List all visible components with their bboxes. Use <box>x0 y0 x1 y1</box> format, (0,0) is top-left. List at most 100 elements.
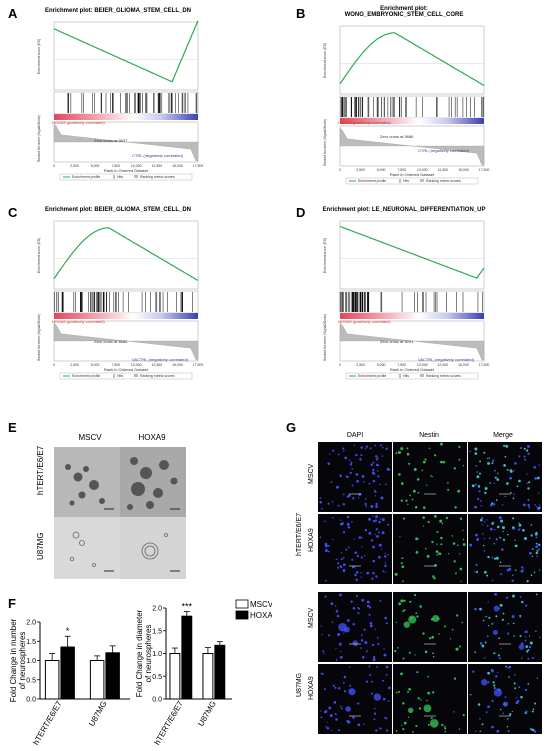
cell <box>462 538 465 541</box>
cell <box>343 682 345 684</box>
bar-mscv <box>169 653 181 700</box>
cell <box>395 621 398 624</box>
cell <box>373 712 377 715</box>
cell <box>522 503 526 507</box>
cell <box>330 602 334 606</box>
cell <box>369 673 372 676</box>
cell <box>381 518 385 522</box>
cell <box>371 692 373 695</box>
cell <box>513 527 515 530</box>
cell <box>514 687 517 690</box>
cell <box>481 644 485 648</box>
cell <box>364 641 368 645</box>
cell <box>493 482 496 485</box>
cell <box>374 707 376 710</box>
cell <box>324 520 326 523</box>
cell <box>377 531 380 534</box>
cell <box>381 455 384 457</box>
fluorescence-image <box>468 514 542 584</box>
cell <box>528 481 531 484</box>
row-label-htert-mscv: MSCV <box>308 463 315 484</box>
cell <box>339 474 342 478</box>
cell <box>487 671 490 675</box>
cell <box>337 562 340 565</box>
cell <box>328 706 332 710</box>
cell <box>426 484 428 486</box>
cell <box>494 528 496 531</box>
cell <box>482 619 485 622</box>
y-axis-label: of neurospheres <box>144 625 153 683</box>
cell <box>331 729 333 732</box>
legend-label: Hits <box>117 175 123 179</box>
bar-chart-number: 0.0 0.5 1.0 1.5 2.0 Fold Change in number of n… <box>9 618 130 747</box>
cell <box>376 636 379 639</box>
cell <box>360 639 364 642</box>
cell <box>402 728 405 731</box>
x-tick-label: 0 <box>53 164 55 168</box>
metric-axis-label: Ranked list metric (Signal2Noise) <box>37 115 41 162</box>
cell <box>509 476 512 480</box>
immunofluorescence-grid <box>318 442 542 734</box>
cell <box>327 544 330 547</box>
cell <box>422 460 426 464</box>
cell <box>385 717 388 720</box>
cell <box>526 579 529 583</box>
cell <box>383 653 387 657</box>
cell <box>366 571 370 575</box>
cell <box>364 529 368 532</box>
cell <box>514 569 517 571</box>
es-frame <box>339 25 485 95</box>
cell <box>471 484 475 488</box>
neurosphere <box>502 701 509 707</box>
x-tick-label: 17,500 <box>193 363 204 367</box>
neurosphere <box>493 605 500 612</box>
cell <box>395 452 398 455</box>
cell <box>462 464 465 467</box>
zero-cross-label: Zero cross at 8291 <box>380 339 414 344</box>
legend-label: HOXA9 <box>250 611 272 620</box>
cell <box>440 442 443 446</box>
cell <box>448 552 450 555</box>
cell <box>326 721 328 723</box>
cell <box>377 643 380 646</box>
x-tick-label: 2,500 <box>70 363 79 367</box>
legend-frame <box>59 173 193 181</box>
bar-hoxa9 <box>181 615 193 700</box>
cell <box>506 468 509 471</box>
cell <box>486 574 489 577</box>
cell <box>440 460 443 464</box>
cell <box>369 447 372 450</box>
cell <box>341 707 343 710</box>
x-tick-label: 15,000 <box>172 164 183 168</box>
cell <box>524 639 527 642</box>
cell <box>382 570 385 573</box>
panel-label-b: B <box>296 6 306 21</box>
cell <box>346 495 349 498</box>
cell <box>387 700 390 703</box>
enrichment-curve <box>53 20 199 83</box>
cell <box>523 455 526 458</box>
cell <box>380 496 384 500</box>
cell <box>380 444 383 447</box>
y-tick-label: 2.0 <box>152 606 162 613</box>
cell <box>338 729 341 732</box>
cell <box>458 458 461 461</box>
cell <box>483 451 486 454</box>
cell <box>474 452 478 455</box>
cell <box>484 491 487 495</box>
cell <box>496 671 499 673</box>
pos-corr-label: HOXA9 (positively correlated) <box>52 120 105 125</box>
cell <box>342 556 345 559</box>
cell <box>484 641 487 644</box>
cell <box>428 447 431 450</box>
cell <box>399 536 401 538</box>
cell <box>426 554 430 558</box>
cell <box>403 609 406 612</box>
gsea-panel-c: Enrichment plot: BEIER_GLIOMA_STEM_CELL_… <box>32 207 204 387</box>
legend-label: Enrichment profile <box>72 374 100 378</box>
cell <box>361 656 365 659</box>
x-tick-label: 12,500 <box>437 168 448 172</box>
cell <box>491 579 494 582</box>
cell <box>434 454 437 457</box>
cell <box>473 570 476 573</box>
